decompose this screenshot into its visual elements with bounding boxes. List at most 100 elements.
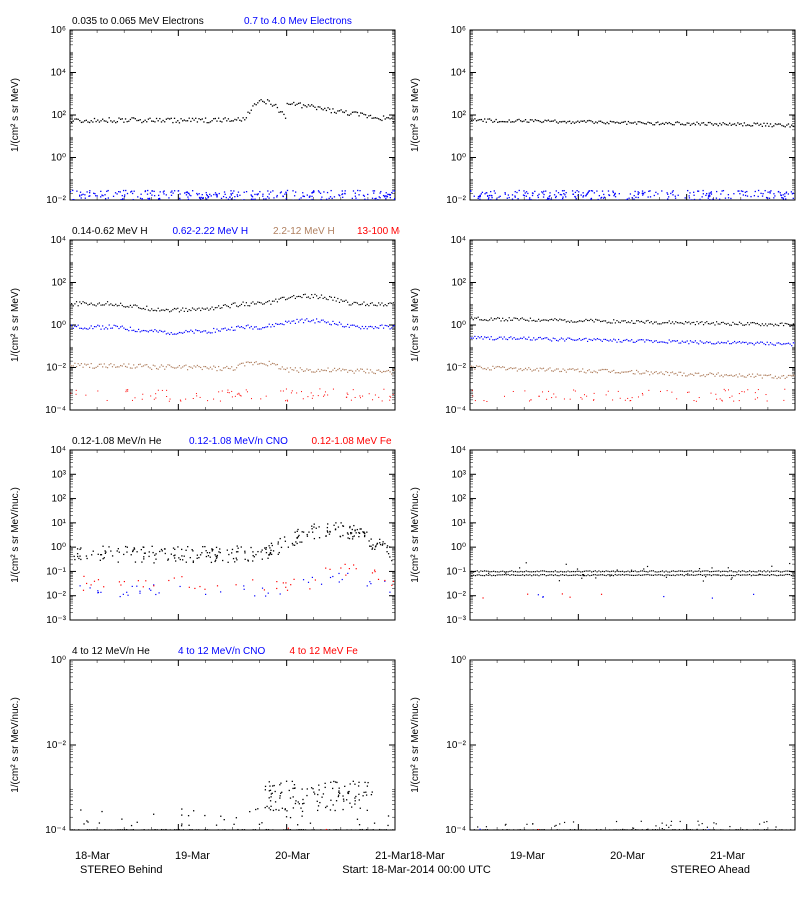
- y-axis-label: 1/(cm² s sr MeV): [410, 78, 421, 152]
- x-tick-label: 20-Mar: [610, 850, 645, 862]
- series-h_black_behind: [69, 294, 395, 313]
- y-axis-label: 1/(cm² s sr MeV): [10, 78, 21, 152]
- svg-text:10⁰: 10⁰: [451, 320, 466, 331]
- y-axis-label: 1/(cm² s sr MeV/nuc.): [410, 487, 421, 583]
- svg-text:10⁴: 10⁴: [451, 445, 466, 456]
- svg-text:10¹: 10¹: [52, 518, 67, 529]
- x-tick-label: 21-Mar: [375, 850, 410, 862]
- svg-text:10⁰: 10⁰: [51, 655, 66, 666]
- panel-r1-c0: 10⁻⁴ 10⁻² 10⁰ 10² 10⁴ 1/(cm² s sr MeV) 0.14-0.…: [0, 220, 400, 430]
- svg-text:10⁰: 10⁰: [451, 153, 466, 164]
- x-tick-label: 18-Mar: [410, 850, 445, 862]
- series-h_red_behind: [70, 388, 393, 401]
- y-axis-label: 1/(cm² s sr MeV/nuc.): [10, 487, 21, 583]
- svg-text:10⁴: 10⁴: [451, 235, 466, 246]
- svg-text:10³: 10³: [452, 469, 467, 480]
- x-tick-label: 19-Mar: [175, 850, 210, 862]
- x-tick-label: 19-Mar: [510, 850, 545, 862]
- footer-center: Start: 18-Mar-2014 00:00 UTC: [342, 864, 491, 876]
- y-axis-label: 1/(cm² s sr MeV): [410, 288, 421, 362]
- footer-right: STEREO Ahead: [671, 864, 751, 876]
- series-title: 4 to 12 MeV/n He: [72, 646, 150, 657]
- panel-r1-c1: 10⁻⁴ 10⁻² 10⁰ 10² 10⁴ 1/(cm² s sr MeV): [400, 220, 800, 430]
- y-axis-label: 1/(cm² s sr MeV/nuc.): [410, 697, 421, 793]
- svg-text:10⁻²: 10⁻²: [46, 591, 66, 602]
- svg-text:10⁰: 10⁰: [51, 542, 66, 553]
- svg-text:10⁰: 10⁰: [51, 153, 66, 164]
- series-he_blue_behind: [79, 573, 390, 597]
- svg-text:10⁻²: 10⁻²: [46, 740, 66, 751]
- series-h_tan_ahead: [469, 365, 795, 379]
- svg-text:10⁰: 10⁰: [451, 542, 466, 553]
- series-electrons_black_ahead: [469, 118, 795, 127]
- series-title: 4 to 12 MeV Fe: [290, 646, 359, 657]
- svg-text:10⁻²: 10⁻²: [46, 195, 66, 206]
- series-title: 0.62-2.22 MeV H: [173, 226, 249, 237]
- series-title: 0.7 to 4.0 Mev Electrons: [244, 16, 352, 27]
- svg-text:10⁰: 10⁰: [51, 320, 66, 331]
- x-tick-label: 20-Mar: [275, 850, 310, 862]
- panel-r2-c1: 10⁻³ 10⁻² 10⁻¹ 10⁰ 10¹ 10² 10³ 10⁴ 1/(cm² s sr M…: [400, 430, 800, 640]
- svg-text:10⁻²: 10⁻²: [446, 740, 466, 751]
- svg-text:10²: 10²: [52, 494, 67, 505]
- series-h_blue_ahead: [469, 336, 795, 346]
- svg-text:10⁻¹: 10⁻¹: [46, 566, 66, 577]
- x-tick-label: 18-Mar: [75, 850, 110, 862]
- svg-text:10²: 10²: [52, 110, 67, 121]
- series-title: 13-100 MeV H: [357, 226, 400, 237]
- series-h_blue_behind: [69, 318, 395, 335]
- panel-r0-c0: 10⁻² 10⁰ 10² 10⁴ 10⁶ 1/(cm² s sr MeV) 0.035 to…: [0, 10, 400, 220]
- svg-text:10⁻⁴: 10⁻⁴: [45, 825, 66, 836]
- svg-text:10⁶: 10⁶: [451, 25, 466, 36]
- svg-text:10⁻³: 10⁻³: [46, 615, 66, 626]
- svg-text:10⁴: 10⁴: [51, 235, 66, 246]
- panel-r2-c0: 10⁻³ 10⁻² 10⁻¹ 10⁰ 10¹ 10² 10³ 10⁴ 1/(cm² s sr M…: [0, 430, 400, 640]
- x-tick-label: 21-Mar: [710, 850, 745, 862]
- svg-text:10⁴: 10⁴: [451, 68, 466, 79]
- series-title: 4 to 12 MeV/n CNO: [178, 646, 265, 657]
- panel-r3-c1: 10⁻⁴ 10⁻² 10⁰ 1/(cm² s sr MeV/nuc.): [400, 640, 800, 850]
- svg-text:10¹: 10¹: [452, 518, 467, 529]
- svg-text:10⁻⁴: 10⁻⁴: [445, 825, 466, 836]
- footer-left: STEREO Behind: [80, 864, 163, 876]
- y-axis-label: 1/(cm² s sr MeV): [10, 288, 21, 362]
- footer: STEREO Behind Start: 18-Mar-2014 00:00 U…: [0, 862, 800, 876]
- series-h_tan_behind: [69, 361, 395, 375]
- plot-grid: 10⁻² 10⁰ 10² 10⁴ 10⁶ 1/(cm² s sr MeV) 0.035 to…: [0, 0, 800, 850]
- svg-text:10⁻²: 10⁻²: [446, 363, 466, 374]
- svg-text:10⁻⁴: 10⁻⁴: [45, 405, 66, 416]
- svg-text:10⁻²: 10⁻²: [46, 363, 66, 374]
- series-title: 0.12-1.08 MeV/n He: [72, 436, 162, 447]
- x-axis-labels: 18-Mar19-Mar20-Mar21-Mar18-Mar19-Mar20-M…: [0, 850, 800, 862]
- series-title: 0.035 to 0.065 MeV Electrons: [72, 16, 204, 27]
- series-title: 0.14-0.62 MeV H: [72, 226, 148, 237]
- svg-text:10⁴: 10⁴: [51, 445, 66, 456]
- svg-text:10⁻²: 10⁻²: [446, 195, 466, 206]
- svg-text:10⁻⁴: 10⁻⁴: [445, 405, 466, 416]
- series-title: 0.12-1.08 MeV Fe: [312, 436, 392, 447]
- panel-r3-c0: 10⁻⁴10⁻²10⁰1/(cm² s sr MeV/nuc.)4 to 12 …: [0, 640, 400, 850]
- series-title: 0.12-1.08 MeV/n CNO: [189, 436, 288, 447]
- series-title: 2.2-12 MeV H: [273, 226, 335, 237]
- svg-text:10²: 10²: [452, 278, 467, 289]
- series-h_black_ahead: [469, 316, 795, 326]
- series-he_black_ahead: [469, 562, 795, 581]
- series-he_red_ahead: [482, 593, 602, 598]
- svg-text:10⁶: 10⁶: [51, 25, 66, 36]
- panel-r0-c1: 10⁻² 10⁰ 10² 10⁴ 10⁶ 1/(cm² s sr MeV): [400, 10, 800, 220]
- series-electrons_black_behind: [69, 99, 395, 123]
- svg-text:10²: 10²: [452, 494, 467, 505]
- svg-text:10⁻²: 10⁻²: [446, 591, 466, 602]
- series-h_red_ahead: [472, 389, 785, 402]
- series-he_blue_ahead: [538, 594, 754, 599]
- svg-text:10⁰: 10⁰: [451, 655, 466, 666]
- svg-text:10⁻¹: 10⁻¹: [446, 566, 466, 577]
- svg-text:10⁴: 10⁴: [51, 68, 66, 79]
- series-he_red_behind: [83, 564, 394, 591]
- svg-text:10²: 10²: [52, 278, 67, 289]
- series-he_black_behind: [70, 522, 393, 563]
- series-he2_black_behind: [69, 781, 395, 831]
- svg-text:10²: 10²: [452, 110, 467, 121]
- svg-text:10⁻³: 10⁻³: [446, 615, 466, 626]
- svg-text:10³: 10³: [52, 469, 67, 480]
